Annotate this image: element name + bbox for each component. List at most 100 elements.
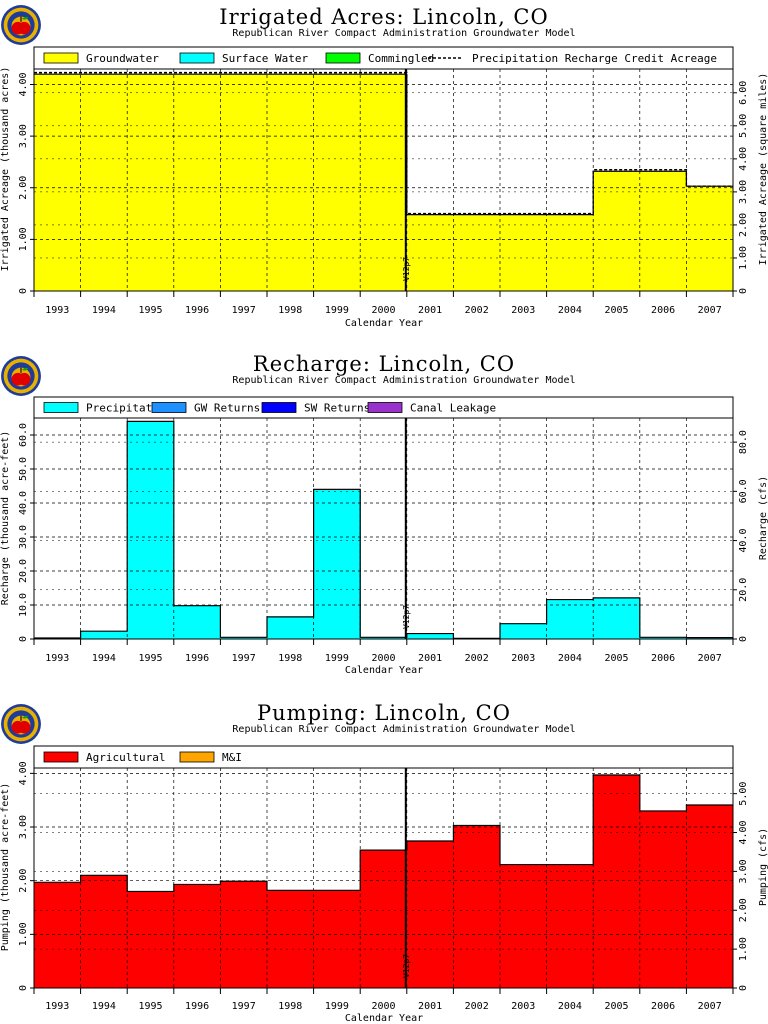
bar-groundwater-2006 — [639, 171, 687, 291]
bar-groundwater-1993 — [34, 74, 82, 292]
bar-groundwater-2007 — [686, 186, 734, 291]
legend-swatch — [261, 402, 297, 413]
x-tick-label: 2005 — [604, 1001, 628, 1012]
legend: Agricultural M&I — [43, 751, 242, 764]
bar-groundwater-1996 — [173, 74, 221, 292]
x-tick-label: 1999 — [325, 1001, 349, 1012]
y-tick-label: 30.0 — [18, 525, 29, 549]
y-tick-label: 10.0 — [18, 593, 29, 617]
chart-title: Pumping: Lincoln, CO — [257, 701, 511, 725]
bar-agricultural-2002 — [453, 825, 501, 988]
legend-label: SW Returns — [304, 402, 370, 415]
y-right-axis-label: Recharge (cfs) — [758, 476, 768, 560]
x-tick-label: 2001 — [418, 653, 442, 664]
bar-groundwater-2001 — [406, 214, 454, 291]
bar-precipitation-1997 — [220, 637, 268, 639]
legend-swatch — [151, 402, 187, 413]
bar-agricultural-2007 — [686, 805, 734, 988]
y-tick-label: 2.00 — [18, 869, 29, 893]
legend-swatch — [179, 751, 215, 763]
bar-groundwater-2005 — [593, 171, 641, 291]
legend-label: Canal Leakage — [410, 402, 496, 415]
x-tick-label: 2000 — [371, 1001, 395, 1012]
x-tick-label: 2006 — [651, 653, 675, 664]
x-tick-label: 2001 — [418, 305, 442, 316]
y-right-axis-label: Irrigated Acreage (square miles) — [758, 73, 768, 266]
legend-label: Precipitation — [86, 402, 172, 415]
bar-agricultural-2003 — [500, 864, 548, 988]
x-tick-label: 2003 — [511, 305, 535, 316]
x-tick-label: 2003 — [511, 1001, 535, 1012]
y-right-tick-label: 0 — [738, 985, 749, 991]
x-tick-label: 1993 — [45, 1001, 69, 1012]
bar-precipitation-2001 — [406, 633, 454, 639]
y-tick-label: 60.0 — [18, 423, 29, 447]
bar-precipitation-1994 — [80, 631, 128, 639]
y-right-tick-label: 20.0 — [738, 578, 749, 602]
y-tick-label: 1.00 — [18, 922, 29, 946]
y-tick-label: 4.00 — [18, 72, 29, 96]
total-outline — [34, 420, 733, 639]
bar-groundwater-2004 — [546, 214, 594, 291]
legend-swatch — [179, 52, 215, 64]
legend-swatch — [367, 402, 403, 413]
x-tick-label: 2002 — [465, 653, 489, 664]
y-right-tick-label: 3.00 — [738, 180, 749, 204]
x-tick-label: 1993 — [45, 305, 69, 316]
bar-agricultural-1999 — [313, 890, 361, 988]
bar-groundwater-2000 — [360, 74, 408, 292]
legend-label: Agricultural — [86, 751, 165, 764]
x-tick-label: 1997 — [232, 1001, 256, 1012]
y-axis-label: Irrigated Acreage (thousand acres) — [0, 67, 11, 272]
x-tick-label: 2000 — [371, 653, 395, 664]
y-right-tick-label: 2.00 — [738, 213, 749, 237]
y-tick-label: 4.00 — [18, 761, 29, 785]
x-tick-label: 2005 — [604, 653, 628, 664]
x-tick-label: 1997 — [232, 305, 256, 316]
x-tick-label: 2002 — [465, 1001, 489, 1012]
x-tick-label: 1996 — [185, 305, 209, 316]
y-right-tick-label: 40.0 — [738, 529, 749, 553]
legend: Precipitation GW Returns SW Returns Canal L… — [43, 402, 496, 415]
legend-swatch — [43, 402, 79, 413]
bar-agricultural-2004 — [546, 864, 594, 988]
line-precipitation-recharge-credit-acreage — [34, 71, 733, 215]
marker-label: V12p7 — [402, 257, 411, 281]
bar-agricultural-2000 — [360, 850, 408, 988]
x-tick-label: 2001 — [418, 1001, 442, 1012]
logo-icon — [1, 704, 41, 744]
bar-precipitation-2004 — [546, 599, 594, 639]
bar-agricultural-1996 — [173, 884, 221, 988]
legend-swatch — [325, 52, 361, 64]
y-tick-label: 20.0 — [18, 559, 29, 583]
y-right-tick-label: 2.00 — [738, 898, 749, 922]
bar-groundwater-1998 — [267, 74, 315, 292]
bar-agricultural-1994 — [80, 875, 128, 988]
y-tick-label: 3.00 — [18, 815, 29, 839]
y-right-tick-label: 5.00 — [738, 782, 749, 806]
legend-label: GW Returns — [194, 402, 260, 415]
plot-frame — [33, 396, 734, 640]
y-right-tick-label: 3.00 — [738, 859, 749, 883]
plot-frame — [33, 745, 734, 989]
grid — [34, 69, 733, 291]
y-right-tick-label: 4.00 — [738, 820, 749, 844]
x-tick-label: 2007 — [698, 305, 722, 316]
y-tick-label: 50.0 — [18, 457, 29, 481]
x-tick-label: 1995 — [138, 653, 162, 664]
x-tick-label: 1996 — [185, 653, 209, 664]
y-right-tick-label: 0 — [738, 636, 749, 642]
y-tick-label: 0 — [18, 288, 29, 294]
y-axis-label: Pumping (thousand acre-feet) — [0, 783, 11, 952]
y-right-tick-label: 0 — [738, 288, 749, 294]
y-tick-label: 0 — [18, 985, 29, 991]
bar-groundwater-1995 — [127, 74, 175, 292]
y-right-tick-label: 1.00 — [738, 937, 749, 961]
bar-precipitation-1999 — [313, 489, 361, 639]
chart-subtitle: Republican River Compact Administration … — [232, 724, 575, 735]
x-tick-label: 2007 — [698, 653, 722, 664]
legend-label: Precipitation Recharge Credit Acreage — [472, 52, 717, 65]
